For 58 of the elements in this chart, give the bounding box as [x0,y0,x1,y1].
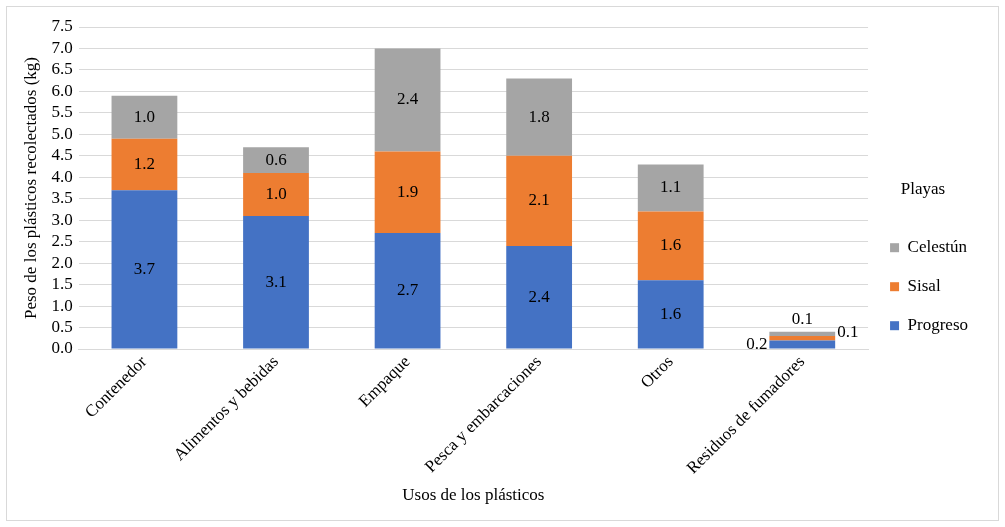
y-tick-label: 6.5 [51,59,73,79]
bar [506,245,573,349]
data-label: 1.6 [660,303,682,323]
bar [374,48,441,152]
y-tick-label: 1.0 [51,295,73,315]
data-label: 1.8 [528,106,550,126]
data-label: 1.6 [660,235,682,255]
bar [243,147,309,173]
data-label: 0.6 [265,149,287,169]
bar [111,95,178,139]
y-tick-label: 2.5 [51,231,73,251]
bar [506,78,573,156]
y-tick-label: 4.5 [51,145,73,165]
y-tick-label: 4.0 [51,166,73,186]
y-tick-label: 0.5 [51,317,73,336]
legend-label: Progreso [907,315,969,335]
data-label: 1.9 [396,181,419,201]
bar [111,190,178,349]
data-label: 2.4 [396,89,419,109]
data-label: 0.1 [791,309,813,329]
y-tick-label: 6.0 [51,80,73,100]
legend-title: Playas [900,178,946,198]
bar [769,336,836,341]
bar [243,172,309,216]
bar [769,331,836,337]
y-tick-label: 3.5 [51,188,73,208]
bar [243,215,309,349]
data-label: 1.2 [133,153,156,173]
bar [637,164,704,212]
data-label: 2.7 [396,280,419,300]
bar [111,138,178,191]
y-axis-title: Peso de los plásticos recolectados (kg) [20,56,40,320]
bar [637,280,704,349]
y-tick-label: 7.0 [51,37,73,57]
y-tick-label: 5.5 [51,102,73,122]
data-label: 1.0 [133,106,156,126]
bar [506,155,573,246]
data-label: 1.1 [660,177,682,197]
legend-label: Sisal [907,276,941,296]
data-label: 2.1 [528,190,550,210]
data-label: 1.0 [265,183,287,203]
y-tick-label: 7.5 [51,16,73,36]
y-tick-label: 3.0 [51,209,73,229]
bar [374,233,441,349]
y-tick-label: 1.5 [51,274,73,294]
data-label: 3.1 [265,271,287,291]
bar [374,151,441,234]
data-label: 0.2 [746,333,768,353]
y-tick-label: 2.0 [51,252,73,272]
data-label: 3.7 [133,258,156,278]
data-label: 2.4 [528,286,551,306]
x-axis-title: Usos de los plásticos [402,485,545,505]
bar [637,211,704,281]
legend-label: Celestún [907,237,968,257]
bar [769,340,836,349]
y-tick-label: 5.0 [51,123,73,143]
y-tick-label: 0.0 [51,338,73,358]
data-label: 0.1 [837,321,859,341]
